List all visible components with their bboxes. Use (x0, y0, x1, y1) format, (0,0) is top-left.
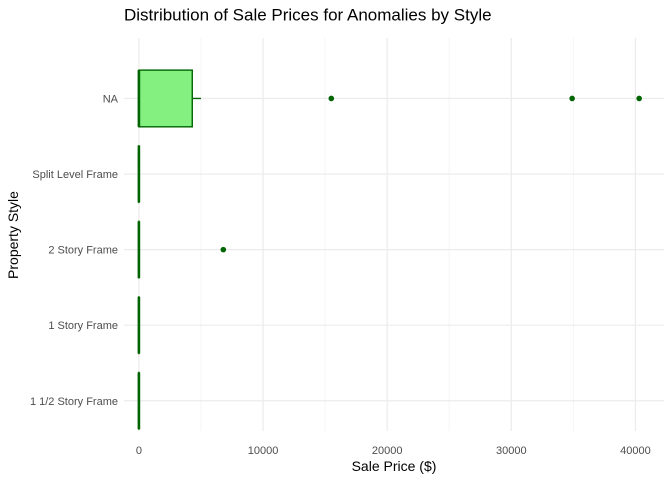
box (138, 69, 193, 128)
x-tick-label: 40000 (620, 445, 651, 457)
chart-title: Distribution of Sale Prices for Anomalie… (124, 6, 492, 25)
y-tick-label: 2 Story Frame (48, 245, 118, 257)
outlier-point (220, 246, 227, 253)
outlier-point (328, 95, 335, 102)
outlier-point (636, 95, 642, 102)
label-layer: 0 10000 20000 30000 40000 1 1/2 Story Frame 1 … (30, 93, 651, 457)
x-tick-label: 0 (136, 445, 142, 457)
y-tick-label: 1 Story Frame (48, 320, 118, 332)
grid-layer (124, 38, 664, 431)
y-tick-label: Split Level Frame (32, 169, 118, 181)
x-tick-label: 30000 (496, 445, 527, 457)
box-layer (137, 69, 642, 430)
y-axis-title: Property Style (5, 191, 21, 279)
x-axis-title: Sale Price ($) (352, 458, 437, 474)
outlier-point (569, 95, 575, 102)
x-tick-label: 10000 (248, 445, 279, 457)
x-tick-label: 20000 (372, 445, 403, 457)
y-tick-label: 1 1/2 Story Frame (30, 396, 118, 408)
y-tick-label: NA (103, 93, 119, 105)
